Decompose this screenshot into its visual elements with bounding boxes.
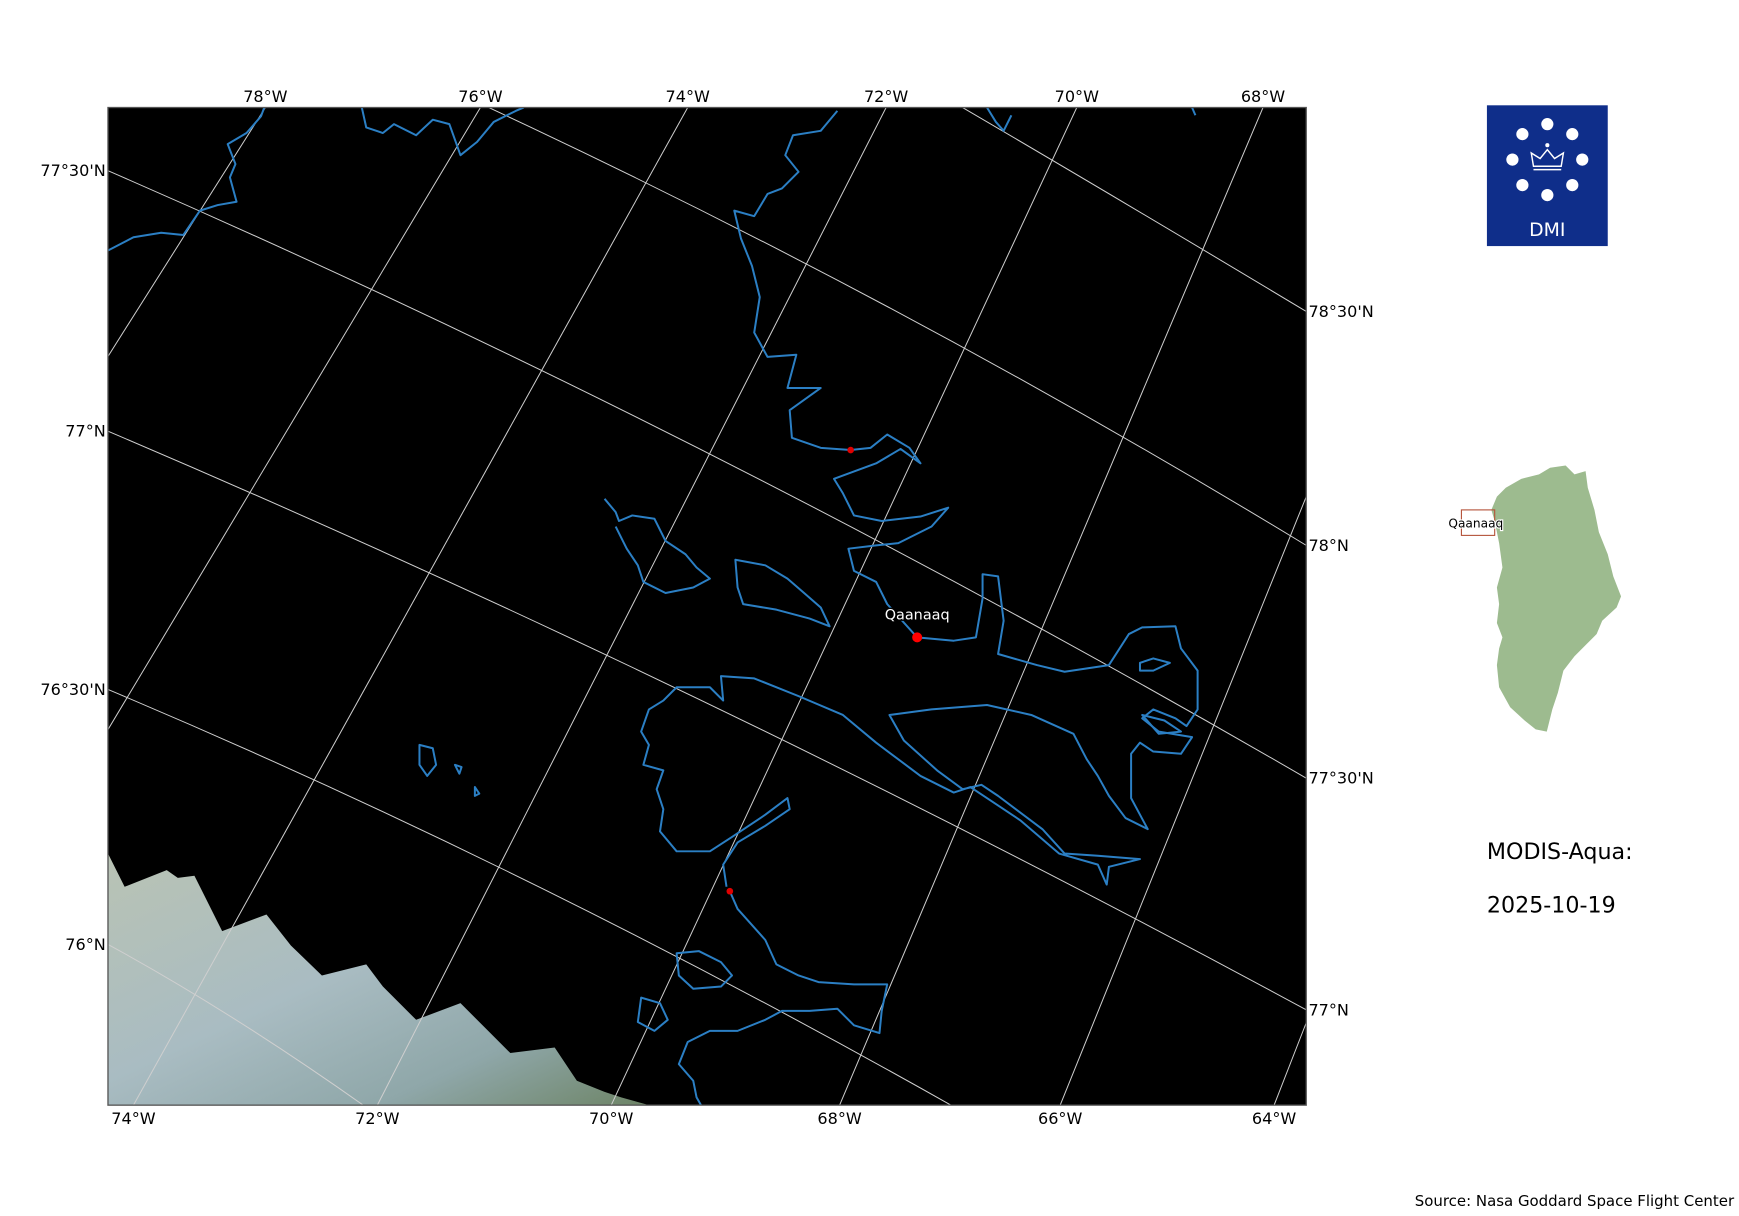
greenland-land — [1491, 465, 1622, 732]
lat-label: 78°N — [1308, 536, 1349, 555]
map-extent-box — [1460, 509, 1496, 536]
parallel-line — [107, 170, 1307, 779]
date-label: 2025-10-19 — [1487, 892, 1616, 918]
qaanaaq-label: Qaanaaq — [885, 608, 950, 624]
lon-label: 78°W — [243, 87, 287, 106]
satellite-imagery — [107, 853, 649, 1106]
lon-label: 74°W — [666, 87, 710, 106]
lat-label: 77°N — [1308, 1000, 1349, 1019]
lat-label: 76°N — [65, 935, 106, 954]
source-credit: Source: Nasa Goddard Space Flight Center — [1415, 1192, 1735, 1210]
place-markers — [726, 446, 923, 895]
lat-label: 78°30'N — [1308, 302, 1373, 321]
lon-label: 64°W — [1252, 1109, 1296, 1128]
coastlines — [107, 107, 1199, 1106]
map-frame — [107, 106, 1307, 1106]
meridian-line — [1059, 495, 1307, 1106]
inset-place-label: Qaanaaq — [1448, 517, 1503, 531]
logo-dots — [1506, 118, 1589, 202]
left-latitude-labels: 77°30'N 77°N 76°30'N 76°N — [40, 161, 105, 954]
meridian-line — [839, 107, 1264, 1106]
lon-label: 72°W — [355, 1109, 399, 1128]
logo-text: DMI — [1529, 220, 1565, 241]
greenland-inset: Qaanaaq — [1447, 465, 1622, 732]
lat-label: 77°30'N — [40, 161, 105, 180]
top-longitude-labels: 78°W 76°W 74°W 72°W 70°W 68°W — [243, 87, 1285, 106]
map-background — [107, 107, 1307, 1106]
parallel-line — [107, 943, 365, 1106]
qaanaaq-marker[interactable] — [912, 632, 923, 643]
place-marker — [726, 887, 734, 895]
graticule — [107, 107, 1307, 1106]
crown-icon — [1530, 143, 1565, 171]
lon-label: 74°W — [111, 1109, 155, 1128]
lon-label: 66°W — [1038, 1109, 1082, 1128]
lon-label: 68°W — [817, 1109, 861, 1128]
parallel-line — [107, 430, 1307, 1011]
lat-label: 77°N — [65, 422, 106, 441]
lon-label: 70°W — [1055, 87, 1099, 106]
parallel-line — [107, 689, 952, 1106]
parallel-line — [961, 107, 1307, 312]
meridian-line — [133, 107, 689, 1106]
bottom-longitude-labels: 74°W 72°W 70°W 68°W 66°W 64°W — [111, 1109, 1296, 1128]
parallel-line — [487, 107, 1307, 546]
right-latitude-labels: 78°30'N 78°N 77°30'N 77°N — [1308, 302, 1373, 1019]
sensor-label: MODIS-Aqua: — [1487, 839, 1633, 865]
lon-label: 68°W — [1241, 87, 1285, 106]
meridian-line — [376, 107, 887, 1106]
lon-label: 70°W — [589, 1109, 633, 1128]
dmi-logo: DMI — [1486, 105, 1608, 247]
meridian-line — [107, 107, 481, 731]
place-marker — [847, 446, 854, 454]
lat-label: 76°30'N — [40, 680, 105, 699]
meridian-line — [107, 107, 266, 358]
lat-label: 77°30'N — [1308, 769, 1373, 788]
meridian-line — [610, 107, 1078, 1106]
lon-label: 72°W — [864, 87, 908, 106]
lon-label: 76°W — [458, 87, 502, 106]
map-panel[interactable]: Qaanaaq — [67, 44, 1663, 1164]
